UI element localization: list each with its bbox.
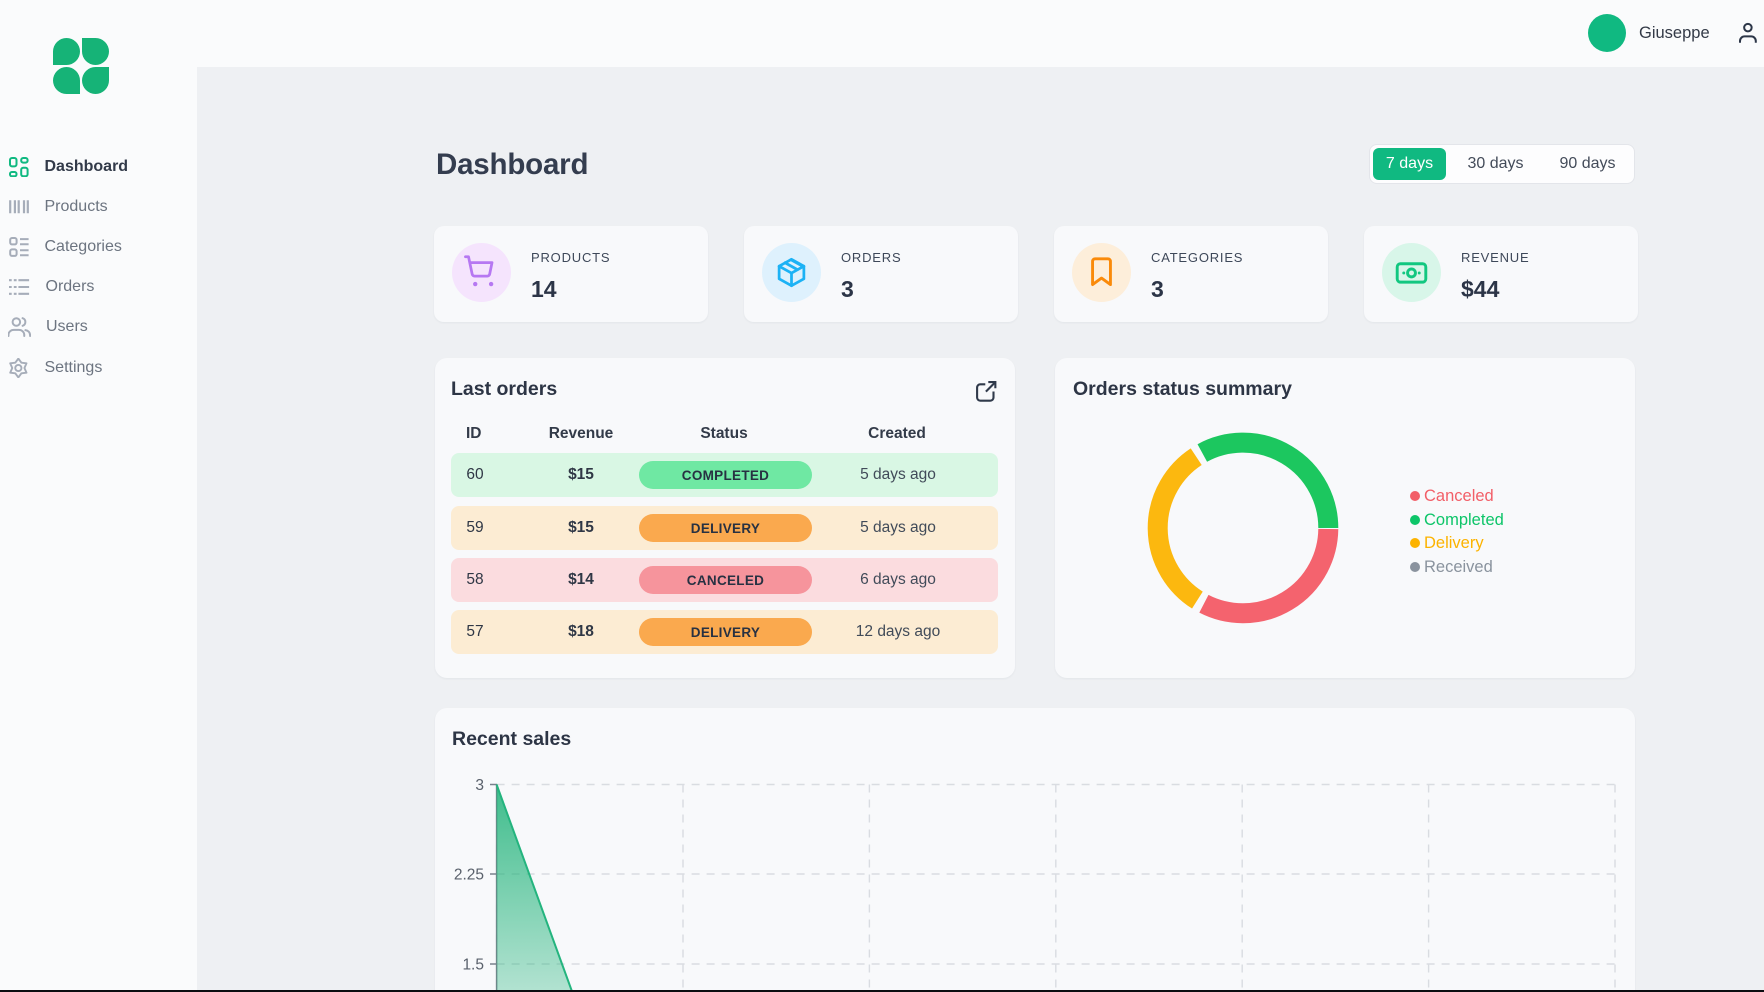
- svg-text:3: 3: [475, 777, 484, 794]
- svg-text:2.25: 2.25: [454, 867, 484, 884]
- svg-text:1.5: 1.5: [462, 957, 484, 974]
